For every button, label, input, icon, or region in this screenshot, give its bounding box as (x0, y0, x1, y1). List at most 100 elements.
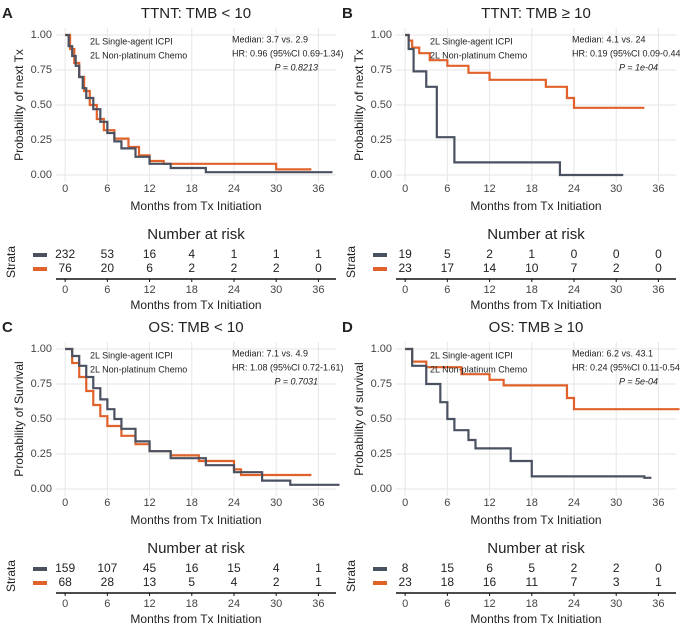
x-tick-label: 0 (62, 183, 68, 195)
risk-count: 18 (441, 575, 455, 589)
x-axis-label: Months from Tx Initiation (470, 513, 601, 527)
risk-count: 16 (185, 561, 199, 575)
x-tick-label: 12 (143, 497, 155, 509)
risk-count: 1 (315, 561, 322, 575)
risk-count: 0 (655, 561, 662, 575)
chart-title: TTNT: TMB ≥ 10 (481, 5, 591, 22)
annotation: Median: 4.1 vs. 24 (572, 34, 646, 44)
survival-curve (405, 347, 680, 411)
risk-count: 1 (655, 575, 662, 589)
survival-curve (405, 33, 645, 109)
y-tick-label: 0.25 (371, 134, 392, 146)
survival-curve (65, 33, 333, 174)
risk-count: 15 (441, 561, 455, 575)
risk-tick-label: 6 (104, 284, 110, 296)
legend-label: 2L Non-platinum Chemo (430, 364, 527, 374)
risk-count: 13 (143, 575, 157, 589)
risk-tick-label: 12 (143, 284, 155, 296)
risk-xlabel: Months from Tx Initiation (130, 612, 261, 626)
risk-tick-label: 30 (270, 284, 282, 296)
risk-tick-label: 30 (610, 598, 622, 610)
risk-tick-label: 12 (143, 598, 155, 610)
chart-title: OS: TMB ≥ 10 (489, 319, 584, 336)
annotation: Median: 6.2 vs. 43.1 (572, 348, 653, 358)
risk-title: Number at risk (147, 226, 245, 243)
risk-count: 5 (188, 575, 195, 589)
risk-tick-label: 24 (228, 284, 240, 296)
risk-tick-label: 36 (312, 284, 324, 296)
x-tick-label: 6 (444, 183, 450, 195)
annotation: P = 1e-04 (619, 62, 658, 72)
x-tick-label: 36 (652, 183, 664, 195)
risk-tick-label: 12 (483, 598, 495, 610)
y-axis-label: Probability of survival (352, 362, 366, 475)
x-tick-label: 18 (186, 497, 198, 509)
risk-count: 0 (655, 247, 662, 261)
risk-tick-label: 0 (62, 598, 68, 610)
risk-tick-label: 6 (104, 598, 110, 610)
legend-label: 2L Non-platinum Chemo (430, 50, 527, 60)
risk-count: 2 (273, 261, 280, 275)
survival-curve (405, 347, 652, 479)
risk-count: 16 (143, 247, 157, 261)
chart-title: OS: TMB < 10 (148, 319, 243, 336)
annotation: HR: 0.96 (95%CI 0.69-1.34) (232, 48, 344, 58)
risk-tick-label: 24 (568, 284, 580, 296)
risk-count: 4 (273, 561, 280, 575)
annotation: P = 0.7031 (275, 376, 318, 386)
risk-tick-label: 24 (568, 598, 580, 610)
y-tick-label: 0.75 (371, 64, 392, 76)
risk-count: 15 (227, 561, 241, 575)
x-tick-label: 12 (483, 183, 495, 195)
risk-tick-label: 12 (483, 284, 495, 296)
legend-label: 2L Single-agent ICPI (430, 350, 513, 360)
risk-count: 2 (231, 261, 238, 275)
risk-tick-label: 18 (186, 284, 198, 296)
y-tick-label: 0.25 (371, 448, 392, 460)
risk-tick-label: 0 (402, 598, 408, 610)
risk-count: 19 (398, 247, 412, 261)
survival-curve (405, 33, 624, 177)
risk-count: 1 (273, 247, 280, 261)
risk-count: 5 (528, 561, 535, 575)
x-tick-label: 18 (526, 183, 538, 195)
risk-count: 7 (571, 261, 578, 275)
risk-xlabel: Months from Tx Initiation (470, 298, 601, 312)
survival-curve (65, 347, 340, 486)
risk-count: 68 (58, 575, 72, 589)
x-tick-label: 6 (104, 497, 110, 509)
x-axis-label: Months from Tx Initiation (130, 199, 261, 213)
risk-ylabel: Strata (4, 246, 18, 278)
panel-label: D (342, 319, 353, 336)
risk-tick-label: 18 (526, 284, 538, 296)
x-tick-label: 24 (568, 497, 580, 509)
legend-label: 2L Single-agent ICPI (90, 350, 173, 360)
x-axis-label: Months from Tx Initiation (470, 199, 601, 213)
x-tick-label: 30 (270, 183, 282, 195)
risk-count: 23 (398, 575, 412, 589)
annotation: Median: 7.1 vs. 4.9 (232, 348, 308, 358)
risk-tick-label: 36 (652, 284, 664, 296)
risk-count: 0 (613, 247, 620, 261)
annotation: Median: 3.7 vs. 2.9 (232, 34, 308, 44)
risk-count: 232 (55, 247, 75, 261)
x-tick-label: 0 (402, 497, 408, 509)
annotation: P = 0.8213 (275, 62, 318, 72)
risk-tick-label: 6 (444, 598, 450, 610)
risk-count: 1 (315, 575, 322, 589)
x-tick-label: 30 (610, 183, 622, 195)
risk-tick-label: 6 (444, 284, 450, 296)
x-tick-label: 30 (610, 497, 622, 509)
risk-count: 4 (188, 247, 195, 261)
y-tick-label: 0.25 (31, 134, 52, 146)
y-tick-label: 0.00 (31, 169, 52, 181)
risk-tick-label: 36 (312, 598, 324, 610)
risk-count: 7 (571, 575, 578, 589)
y-tick-label: 1.00 (31, 29, 52, 41)
risk-count: 2 (273, 575, 280, 589)
risk-count: 6 (486, 561, 493, 575)
risk-count: 10 (525, 261, 539, 275)
survival-curve (65, 347, 312, 477)
risk-count: 45 (143, 561, 157, 575)
x-tick-label: 6 (104, 183, 110, 195)
